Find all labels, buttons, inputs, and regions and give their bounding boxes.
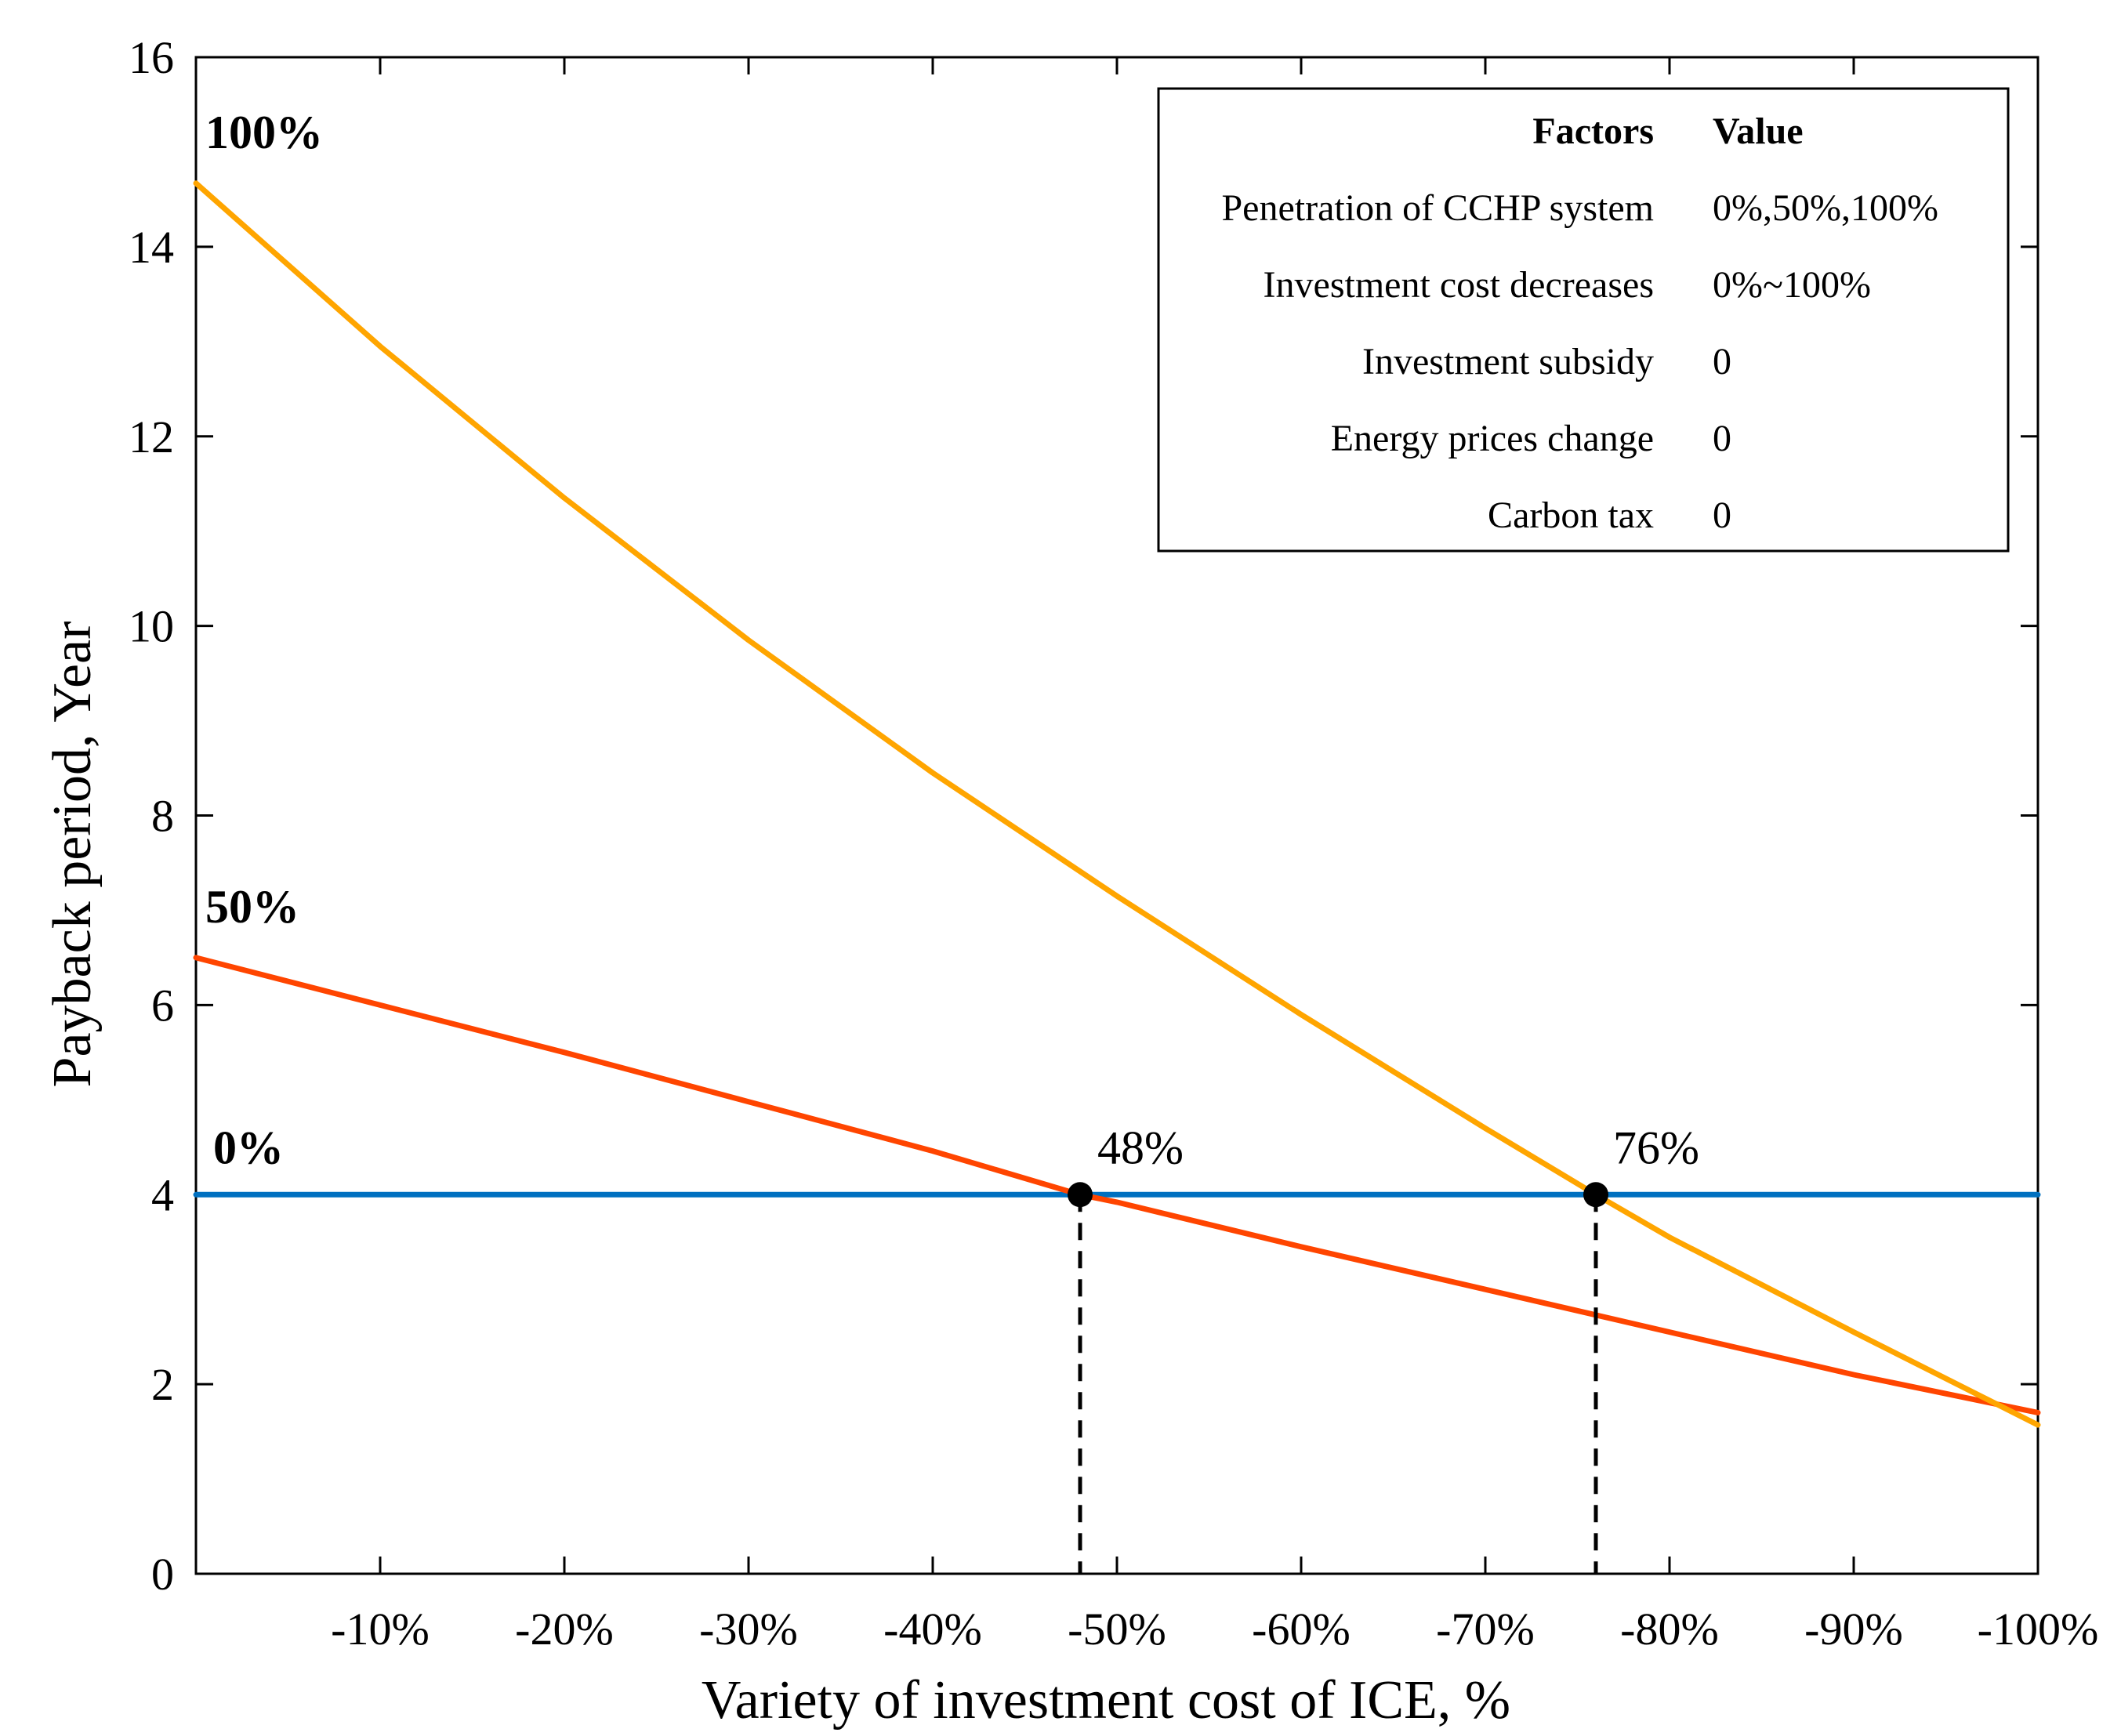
- legend-box: [1157, 87, 2010, 553]
- axis-ticks: 0 2 4 6 8 10 12 14 16 -10% -20% -30% -40% -50% -60% -70…: [129, 32, 2098, 1654]
- legend-factor: Penetration of CCHP system: [1221, 187, 1654, 229]
- legend-table: Factors Value Penetration of CCHP system 0%…: [1157, 87, 2010, 553]
- legend-value: 0: [1713, 495, 1731, 536]
- series-label-50pct: 50%: [205, 881, 299, 933]
- legend-factor: Investment cost decreases: [1264, 264, 1654, 306]
- series-label-0pct: 0%: [213, 1122, 284, 1173]
- x-tick-label: -10%: [331, 1604, 430, 1654]
- x-tick-label: -30%: [699, 1604, 798, 1654]
- legend-value: 0%,50%,100%: [1713, 187, 1938, 229]
- legend-header-factors: Factors: [1532, 111, 1654, 152]
- x-tick-label: -90%: [1804, 1604, 1903, 1654]
- legend-value: 0: [1713, 418, 1731, 459]
- y-tick-label: 10: [129, 601, 174, 652]
- y-tick-label: 4: [151, 1169, 174, 1220]
- y-tick-label: 6: [151, 980, 174, 1031]
- x-tick-label: -20%: [515, 1604, 614, 1654]
- legend-factor: Investment subsidy: [1362, 341, 1654, 382]
- y-tick-label: 0: [151, 1549, 174, 1600]
- y-tick-label: 8: [151, 791, 174, 842]
- legend-value: 0: [1713, 341, 1731, 382]
- y-tick-label: 16: [129, 32, 174, 83]
- series-label-100pct: 100%: [205, 107, 323, 158]
- y-tick-label: 14: [129, 222, 174, 273]
- y-tick-label: 2: [151, 1359, 174, 1410]
- series-line-50pct: [193, 955, 2041, 1415]
- legend-header-value: Value: [1713, 111, 1804, 152]
- x-tick-label: -60%: [1252, 1604, 1351, 1654]
- y-axis-title: Payback period, Year: [42, 622, 103, 1088]
- annotation-label: 76%: [1613, 1122, 1699, 1173]
- legend-factor: Carbon tax: [1488, 495, 1654, 536]
- x-tick-label: -50%: [1068, 1604, 1166, 1654]
- x-tick-label: -70%: [1436, 1604, 1535, 1654]
- legend-factor: Energy prices change: [1331, 418, 1654, 459]
- annotation-label: 48%: [1097, 1122, 1184, 1173]
- x-tick-label: -80%: [1620, 1604, 1719, 1654]
- legend-value: 0%~100%: [1713, 264, 1871, 306]
- annotations: 48% 76%: [1068, 1122, 1699, 1574]
- series-line-100pct: [193, 180, 2041, 1428]
- y-tick-label: 12: [129, 411, 174, 462]
- x-axis-title: Variety of investment cost of ICE, %: [702, 1670, 1510, 1731]
- series-lines: 100% 50% 0%: [193, 107, 2041, 1428]
- annotation-point: [1068, 1182, 1093, 1208]
- x-tick-label: -100%: [1978, 1604, 2099, 1654]
- x-tick-label: -40%: [883, 1604, 982, 1654]
- annotation-point: [1583, 1182, 1608, 1208]
